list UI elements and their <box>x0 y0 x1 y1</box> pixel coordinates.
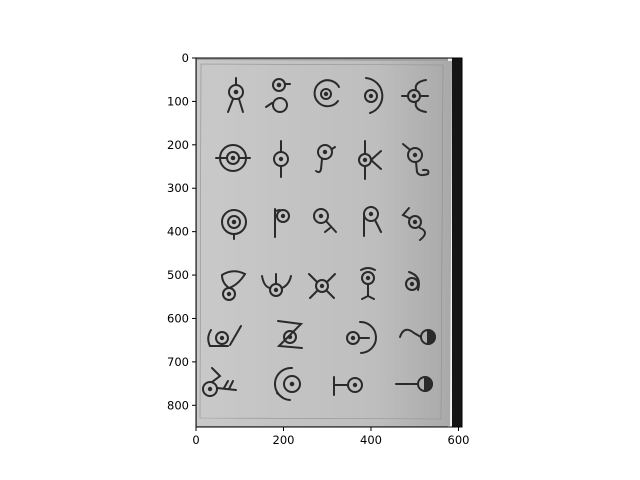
glyph-s-icon <box>360 267 376 300</box>
glyph-n-icon <box>363 206 382 237</box>
x-tick-label: 0 <box>192 433 199 447</box>
y-tick-label: 400 <box>167 225 189 239</box>
glyph-v-icon <box>276 320 304 349</box>
x-tick-label: 600 <box>448 433 470 447</box>
glyph-w-icon <box>346 320 377 354</box>
glyph-k-icon <box>221 209 247 240</box>
glyph-q-icon <box>261 273 292 297</box>
y-axis: 0 100 200 300 400 500 600 700 800 <box>167 51 196 412</box>
glyph-layer <box>202 77 436 401</box>
glyph-i-icon <box>358 140 382 180</box>
glyph-y-icon <box>202 367 237 397</box>
glyph-e-icon <box>401 79 429 113</box>
glyph-o-icon <box>401 207 426 241</box>
photo-image <box>196 58 462 427</box>
y-tick-label: 800 <box>167 398 189 412</box>
glyph-g-icon <box>273 140 289 178</box>
y-tick-label: 500 <box>167 268 189 282</box>
x-tick-label: 400 <box>360 433 382 447</box>
glyph-row-1 <box>227 77 429 114</box>
axes-frame <box>195 57 463 428</box>
glyph-m-icon <box>313 208 337 233</box>
glyph-r-icon <box>308 273 336 299</box>
glyph-t-icon <box>405 271 420 291</box>
glyph-l-icon <box>274 208 290 238</box>
y-tick-label: 0 <box>182 51 189 65</box>
glyph-b-icon <box>265 78 291 113</box>
glyph-d-icon <box>364 77 384 114</box>
dark-edge <box>452 58 462 427</box>
y-tick-label: 300 <box>167 181 189 195</box>
glyph-aa-icon <box>333 376 363 396</box>
y-tick-label: 600 <box>167 311 189 325</box>
glyph-x-icon <box>399 328 436 346</box>
glyph-row-5 <box>207 320 436 354</box>
glyph-row-4 <box>221 267 420 301</box>
glyph-row-6 <box>202 366 433 401</box>
glyph-u-icon <box>207 325 242 347</box>
paper-sheet <box>197 60 452 426</box>
y-tick-label: 200 <box>167 138 189 152</box>
y-tick-label: 700 <box>167 355 189 369</box>
paper-inner-border <box>199 63 444 420</box>
glyph-a-icon <box>227 77 244 113</box>
glyph-h-icon <box>315 144 336 174</box>
glyph-z-icon <box>274 366 301 401</box>
glyph-row-2 <box>215 140 430 180</box>
glyph-p-icon <box>221 270 247 301</box>
y-tick-label: 100 <box>167 94 189 108</box>
glyph-f-icon <box>215 144 251 172</box>
x-tick-label: 200 <box>273 433 295 447</box>
glyph-j-icon <box>402 143 430 177</box>
glyph-row-3 <box>221 206 426 241</box>
glyph-bb-icon <box>395 375 433 393</box>
x-axis: 0 200 400 600 <box>192 427 469 447</box>
glyph-c-icon <box>313 79 340 108</box>
